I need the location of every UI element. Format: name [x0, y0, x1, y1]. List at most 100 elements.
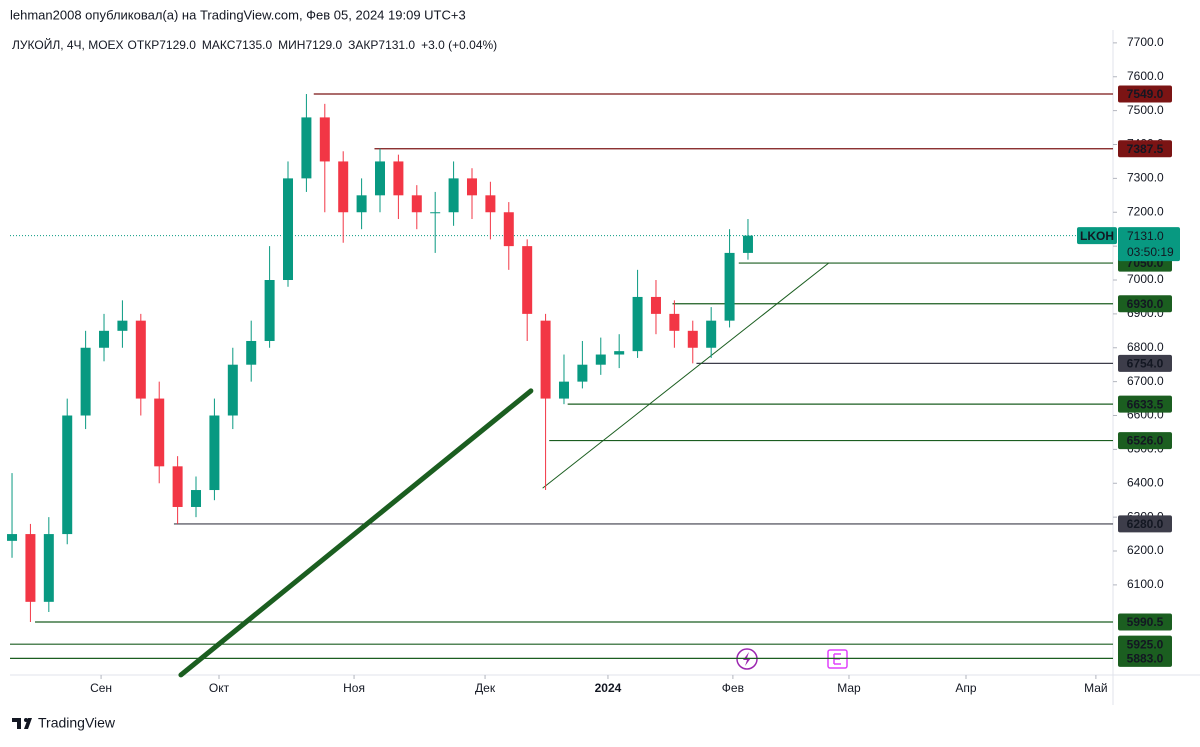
candle-body — [706, 320, 717, 348]
candle-body — [356, 195, 367, 213]
candle-body — [632, 296, 643, 352]
legend-text: 7129.0 — [305, 38, 342, 52]
candle-body — [62, 415, 73, 535]
candle-body — [246, 340, 257, 365]
level-label: 7549.0 — [1127, 87, 1164, 101]
level-label-box — [1118, 515, 1172, 533]
candle-body — [264, 280, 275, 341]
candle-body — [374, 161, 385, 196]
level-label: 5925.0 — [1127, 637, 1164, 651]
candle-body — [227, 364, 238, 416]
candle-body — [319, 117, 330, 162]
y-tick-label: 7700.0 — [1127, 35, 1164, 49]
x-tick-label: Май — [1084, 681, 1108, 695]
candle-body — [172, 466, 183, 507]
candle-body — [577, 364, 588, 382]
x-tick-label: Окт — [209, 681, 230, 695]
level-label-box — [1118, 354, 1172, 372]
level-label-box — [1118, 635, 1172, 653]
candle-body — [283, 178, 294, 281]
candle-body — [614, 351, 625, 355]
countdown-label: 03:50:19 — [1127, 245, 1174, 259]
level-label-box — [1118, 649, 1172, 667]
candle-body — [411, 195, 422, 213]
last-price-label: 7131.0 — [1127, 229, 1164, 243]
candle-body — [393, 161, 404, 196]
level-label: 7387.5 — [1127, 142, 1164, 156]
legend-text: МАКС — [202, 38, 236, 52]
legend-text: МИН — [278, 38, 305, 52]
candle-body — [338, 161, 349, 213]
legend-text: +3.0 (+0.04%) — [421, 38, 497, 52]
y-tick-label: 7600.0 — [1127, 69, 1164, 83]
candle-body — [80, 347, 91, 416]
candle-body — [99, 330, 110, 348]
legend-text: 7135.0 — [235, 38, 272, 52]
candle-body — [25, 534, 36, 602]
candle-body — [301, 117, 312, 179]
candle-body — [650, 296, 661, 314]
level-label: 6526.0 — [1127, 434, 1164, 448]
level-label: 6754.0 — [1127, 357, 1164, 371]
candle-body — [466, 178, 477, 196]
level-label-box — [1118, 85, 1172, 103]
y-tick-label: 7000.0 — [1127, 272, 1164, 286]
legend-text: 7129.0 — [159, 38, 196, 52]
candle-body — [540, 320, 551, 399]
legend-text: 7131.0 — [378, 38, 415, 52]
x-tick-label: Сен — [90, 681, 112, 695]
x-tick-label: 2024 — [595, 681, 622, 695]
header: lehman2008 опубликовал(а) на TradingView… — [10, 7, 466, 22]
candle-body — [154, 398, 165, 467]
level-label-box — [1118, 395, 1172, 413]
level-label: 6930.0 — [1127, 297, 1164, 311]
level-label-box — [1118, 613, 1172, 631]
level-label: 5883.0 — [1127, 652, 1164, 666]
y-tick-label: 7200.0 — [1127, 204, 1164, 218]
candle-body — [522, 246, 533, 314]
y-tick-label: 7300.0 — [1127, 171, 1164, 185]
candle-body — [209, 415, 220, 491]
x-tick-label: Мар — [837, 681, 861, 695]
candle-body — [742, 235, 753, 253]
candle-body — [430, 212, 441, 214]
candle-body — [448, 178, 459, 213]
level-label-box — [1118, 432, 1172, 450]
trend-line — [542, 262, 830, 489]
candle-body — [191, 490, 202, 507]
level-label: 6633.5 — [1127, 397, 1164, 411]
level-label: 5990.5 — [1127, 615, 1164, 629]
candle-body — [43, 534, 54, 602]
trend-line — [178, 388, 534, 678]
x-tick-label: Дек — [475, 681, 496, 695]
candle-body — [135, 320, 146, 399]
logo — [12, 718, 32, 729]
candle-body — [485, 195, 496, 213]
candle-body — [558, 381, 569, 399]
legend-text: ЛУКОЙЛ, 4Ч, MOEX — [12, 37, 124, 52]
last-price-box — [1118, 227, 1180, 262]
ticker-label: LKOH — [1080, 229, 1114, 243]
candle-body — [7, 534, 18, 541]
y-tick-label: 6800.0 — [1127, 340, 1164, 354]
candle-body — [595, 354, 606, 365]
legend-text: ЗАКР — [348, 38, 378, 52]
footer: TradingView — [38, 715, 116, 731]
candle-body — [669, 313, 680, 331]
x-tick-label: Ноя — [343, 681, 365, 695]
level-label-box — [1118, 140, 1172, 158]
candle-body — [687, 330, 698, 348]
legend-text: ОТКР — [128, 38, 160, 52]
y-tick-label: 6400.0 — [1127, 475, 1164, 489]
y-tick-label: 6100.0 — [1127, 577, 1164, 591]
logo-icon — [24, 718, 28, 722]
x-tick-label: Фев — [722, 681, 744, 695]
ticker-box — [1077, 227, 1117, 245]
candle-body — [724, 252, 735, 321]
y-tick-label: 7500.0 — [1127, 103, 1164, 117]
y-tick-label: 6200.0 — [1127, 543, 1164, 557]
level-label-box — [1118, 295, 1172, 313]
